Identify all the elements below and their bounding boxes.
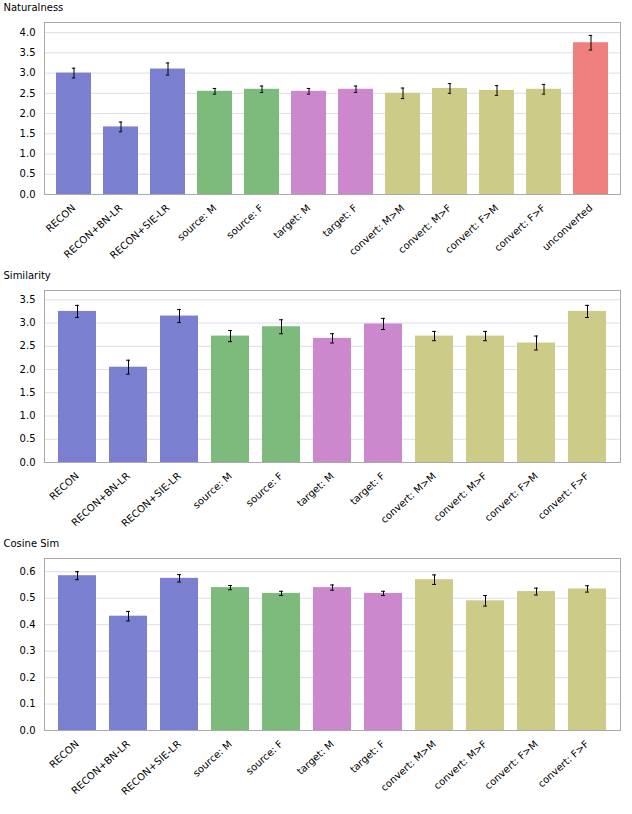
svg-text:3.0: 3.0 [20,317,36,328]
svg-text:convert: M>M: convert: M>M [346,202,407,258]
svg-text:source: F: source: F [224,202,265,241]
svg-text:1.0: 1.0 [20,410,36,421]
svg-text:0.6: 0.6 [20,566,36,577]
svg-text:convert: M>F: convert: M>F [432,738,490,791]
svg-text:0.0: 0.0 [20,725,36,736]
svg-text:1.5: 1.5 [20,128,36,139]
svg-text:source: M: source: M [175,202,218,243]
svg-text:RECON+SIE-LR: RECON+SIE-LR [119,738,183,797]
svg-text:source: F: source: F [244,738,285,777]
svg-text:Cosine Sim: Cosine Sim [4,538,60,549]
svg-text:RECON+BN-LR: RECON+BN-LR [61,202,125,261]
svg-text:convert: M>M: convert: M>M [378,738,438,793]
svg-text:0.5: 0.5 [20,168,36,179]
svg-text:RECON+BN-LR: RECON+BN-LR [69,738,132,797]
svg-text:2.0: 2.0 [20,364,36,375]
svg-text:2.5: 2.5 [20,340,36,351]
svg-text:0.4: 0.4 [20,619,36,630]
svg-text:convert: F>M: convert: F>M [483,470,540,523]
svg-text:1.0: 1.0 [20,148,36,159]
svg-text:target: M: target: M [295,470,336,509]
svg-text:target: F: target: F [320,202,359,239]
svg-text:convert: F>M: convert: F>M [443,202,500,255]
svg-text:3.5: 3.5 [20,47,36,58]
svg-text:0.1: 0.1 [20,698,36,709]
svg-text:RECON: RECON [47,738,81,770]
svg-text:target: M: target: M [271,202,312,241]
svg-text:1.5: 1.5 [20,387,36,398]
svg-text:RECON+BN-LR: RECON+BN-LR [69,470,132,529]
svg-text:Naturalness: Naturalness [4,2,64,13]
svg-text:convert: M>F: convert: M>F [432,470,490,523]
svg-text:4.0: 4.0 [20,27,36,38]
svg-text:RECON: RECON [44,202,78,234]
svg-text:0.3: 0.3 [20,645,36,656]
svg-text:target: F: target: F [348,470,387,507]
svg-text:convert: F>F: convert: F>F [492,202,547,253]
svg-text:RECON+SIE-LR: RECON+SIE-LR [108,202,172,261]
svg-text:source: M: source: M [191,470,234,511]
svg-text:2.5: 2.5 [20,88,36,99]
svg-text:convert: F>M: convert: F>M [483,738,540,791]
svg-text:0.5: 0.5 [20,592,36,603]
svg-text:convert: F>F: convert: F>F [536,470,591,521]
svg-text:0.0: 0.0 [20,457,36,468]
svg-text:source: M: source: M [191,738,234,779]
svg-text:convert: M>M: convert: M>M [378,470,438,525]
svg-text:0.0: 0.0 [20,189,36,200]
svg-text:source: F: source: F [244,470,285,509]
svg-text:convert: F>F: convert: F>F [536,738,591,789]
svg-text:target: M: target: M [295,738,336,777]
svg-text:target: F: target: F [348,738,387,775]
svg-text:unconverted: unconverted [540,202,594,252]
svg-text:3.5: 3.5 [20,294,36,305]
svg-text:0.5: 0.5 [20,433,36,444]
svg-text:3.0: 3.0 [20,67,36,78]
svg-text:RECON: RECON [47,470,81,502]
svg-text:RECON+SIE-LR: RECON+SIE-LR [119,470,183,529]
svg-text:convert: M>F: convert: M>F [396,202,454,256]
svg-text:2.0: 2.0 [20,108,36,119]
svg-text:Similarity: Similarity [4,270,51,281]
svg-text:0.2: 0.2 [20,672,36,683]
